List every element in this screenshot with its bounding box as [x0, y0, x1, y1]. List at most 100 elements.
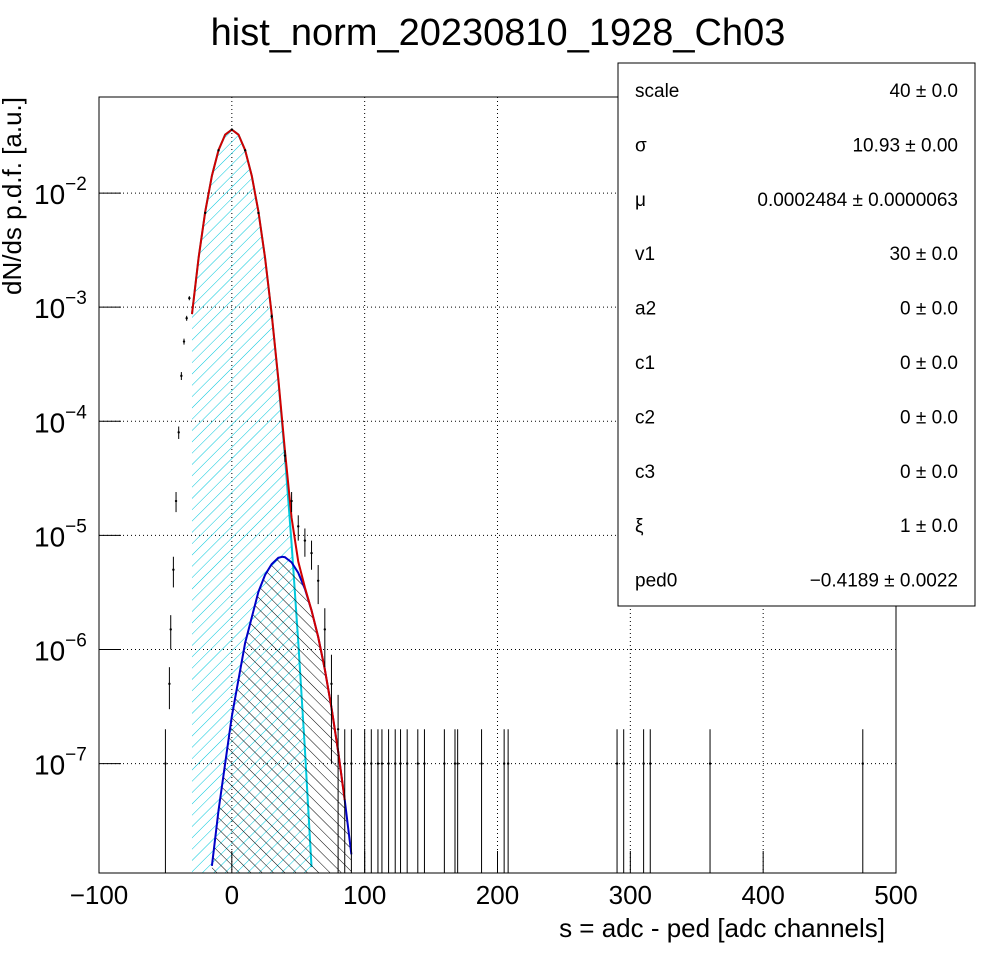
- y-tick-exponent: −5: [65, 516, 87, 537]
- data-point: [708, 762, 712, 765]
- y-tick-exponent: −2: [65, 174, 87, 195]
- data-point: [453, 762, 457, 765]
- y-axis-label: dN/ds p.d.f. [a.u.]: [0, 97, 27, 295]
- y-tick-base: 10: [34, 408, 65, 439]
- data-point: [443, 762, 446, 765]
- data-point: [243, 149, 247, 152]
- stat-name: c3: [635, 462, 655, 483]
- y-tick-exponent: −6: [65, 631, 87, 652]
- data-point: [399, 762, 402, 765]
- y-tick-label: 10−5: [34, 516, 87, 552]
- data-point: [480, 762, 483, 765]
- y-tick-exponent: −7: [65, 745, 87, 766]
- data-point: [230, 128, 234, 131]
- data-point: [172, 568, 175, 571]
- stat-value: −0.4189 ± 0.0022: [810, 571, 958, 592]
- stat-value: 0.0002484 ± 0.0000063: [757, 190, 958, 211]
- data-point: [168, 682, 171, 686]
- axes: −100 0 100 200 300 400 50010−710−610−510−410−3…: [34, 174, 918, 910]
- y-tick-label: 10−2: [34, 174, 87, 210]
- x-tick-label: 500: [874, 880, 917, 910]
- data-point: [310, 551, 313, 555]
- data-point: [180, 374, 183, 378]
- data-point: [169, 628, 172, 631]
- stat-name: c1: [635, 353, 655, 374]
- data-point: [174, 499, 178, 503]
- stat-name: a2: [635, 299, 656, 320]
- stats-box: [617, 62, 976, 607]
- data-point: [615, 762, 619, 765]
- data-point: [290, 499, 293, 503]
- data-point: [363, 762, 366, 765]
- data-point: [177, 431, 180, 434]
- y-tick-label: 10−3: [34, 288, 87, 324]
- stat-value: 30 ± 0.0: [889, 244, 958, 265]
- data-point: [416, 762, 419, 765]
- data-point: [649, 762, 652, 765]
- stat-value: 0 ± 0.0: [900, 407, 958, 428]
- data-point: [188, 296, 191, 300]
- chart-title: hist_norm_20230810_1928_Ch03: [211, 12, 786, 54]
- data-point: [405, 762, 409, 765]
- stat-value: 10.93 ± 0.00: [852, 135, 958, 156]
- data-point: [380, 762, 384, 765]
- y-tick-exponent: −4: [65, 402, 87, 423]
- stat-value: 0 ± 0.0: [900, 462, 958, 483]
- data-point: [303, 539, 307, 542]
- stats: scale 40 ± 0.0 σ 10.93 ± 0.00 μ 0.0002484 ± 0…: [635, 81, 958, 592]
- stat-value: 40 ± 0.0: [889, 81, 958, 102]
- data-point: [164, 762, 167, 765]
- x-tick-label: 300: [609, 880, 652, 910]
- y-tick-base: 10: [34, 522, 65, 553]
- y-tick-label: 10−6: [34, 631, 87, 667]
- data-point: [185, 317, 188, 320]
- stat-value: 1 ± 0.0: [900, 516, 958, 537]
- data-point: [217, 149, 220, 152]
- data-point: [283, 454, 287, 457]
- x-tick-label: 100: [343, 880, 386, 910]
- data-point: [336, 728, 340, 731]
- stat-name: σ: [635, 135, 647, 156]
- hatched-area: [211, 556, 352, 873]
- data-point: [376, 762, 380, 765]
- y-tick-exponent: −3: [65, 288, 87, 309]
- data-point: [350, 762, 353, 765]
- y-tick-label: 10−4: [34, 402, 87, 438]
- data-point: [456, 762, 459, 765]
- stat-value: 0 ± 0.0: [900, 353, 958, 374]
- data-point: [257, 211, 260, 215]
- stat-name: ξ: [635, 516, 644, 537]
- data-point: [323, 628, 327, 631]
- data-point: [622, 762, 625, 765]
- data-point: [330, 682, 333, 686]
- y-tick-base: 10: [34, 636, 65, 667]
- stat-name: v1: [635, 244, 655, 265]
- fit-curve: [190, 128, 346, 801]
- y-tick-base: 10: [34, 179, 65, 210]
- x-tick-label: 0: [225, 880, 239, 910]
- stat-name: μ: [635, 190, 646, 211]
- x-tick-label: 400: [741, 880, 784, 910]
- plot-area: [164, 128, 864, 873]
- data-point: [387, 762, 390, 765]
- y-tick-label: 10−7: [34, 745, 87, 781]
- data-point: [861, 762, 864, 765]
- x-axis-label: s = adc - ped [adc channels]: [559, 913, 885, 943]
- data-point: [642, 762, 645, 765]
- stat-name: ped0: [635, 571, 677, 592]
- stat-name: scale: [635, 81, 679, 102]
- data-point: [297, 525, 300, 528]
- y-tick-base: 10: [34, 750, 65, 781]
- data-point: [343, 762, 346, 765]
- data-point: [423, 762, 426, 765]
- data-point: [204, 211, 207, 215]
- data-point: [316, 579, 320, 583]
- x-tick-label: 200: [476, 880, 519, 910]
- stat-value: 0 ± 0.0: [900, 299, 958, 320]
- stat-name: c2: [635, 407, 655, 428]
- data-point: [506, 762, 510, 765]
- data-point: [270, 315, 273, 318]
- data-point: [502, 762, 506, 765]
- y-tick-base: 10: [34, 294, 65, 325]
